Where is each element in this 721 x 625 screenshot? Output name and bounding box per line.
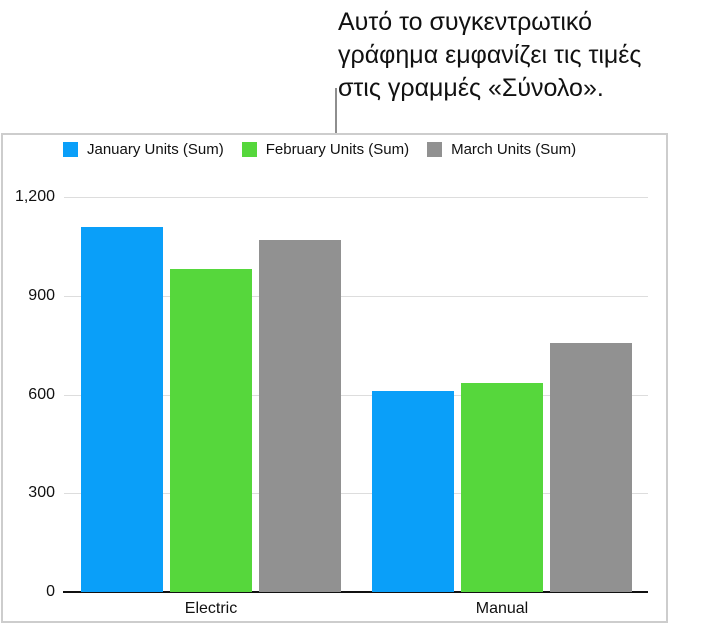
x-axis-category-label: Manual — [475, 600, 529, 617]
legend-swatch — [63, 142, 78, 157]
callout-line: γράφημα εμφανίζει τις τιμές — [338, 41, 642, 69]
y-axis-label: 1,200 — [14, 188, 55, 205]
y-axis-label: 600 — [28, 385, 55, 403]
gridline — [64, 295, 648, 297]
bar-electric-january — [81, 226, 163, 592]
bar-manual-march — [550, 343, 632, 592]
gridline — [64, 197, 648, 198]
bar-electric-march — [259, 239, 341, 592]
plot-area: January Units (Sum) February Units (Sum) M… — [3, 135, 666, 621]
y-axis-label: 0 — [46, 583, 55, 600]
legend-item: March Units (Sum) — [427, 141, 576, 158]
legend-item: January Units (Sum) — [63, 141, 224, 158]
chart-legend: January Units (Sum) February Units (Sum) M… — [63, 141, 576, 158]
x-axis-category-label: Electric — [184, 600, 238, 617]
gridline — [64, 493, 648, 495]
y-axis-label: 300 — [28, 484, 55, 502]
bar-manual-february — [461, 382, 543, 592]
callout-line: στις γραμμές «Σύνολο». — [338, 74, 604, 102]
gridline — [64, 394, 648, 396]
legend-swatch — [427, 142, 443, 157]
chart-panel: January Units (Sum) February Units (Sum) M… — [1, 133, 668, 623]
y-axis-label: 900 — [28, 286, 55, 304]
legend-label: February Units (Sum) — [265, 141, 410, 158]
legend-item: February Units (Sum) — [241, 141, 410, 158]
callout-text: Αυτό το συγκεντρωτικό γράφημα εμφανίζει … — [338, 6, 641, 105]
x-axis-line — [63, 591, 648, 593]
legend-swatch — [241, 142, 257, 157]
bar-electric-february — [170, 269, 252, 592]
legend-label: January Units (Sum) — [87, 141, 224, 158]
legend-label: March Units (Sum) — [451, 141, 577, 158]
bar-manual-january — [372, 391, 454, 592]
callout-connector-line — [335, 88, 337, 133]
callout-line: Αυτό το συγκεντρωτικό — [338, 8, 592, 36]
